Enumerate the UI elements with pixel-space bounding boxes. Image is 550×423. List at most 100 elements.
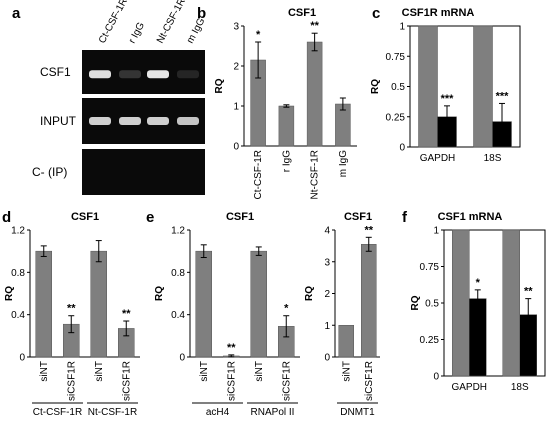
y-axis-label: RQ xyxy=(154,286,165,301)
bar xyxy=(250,250,267,358)
x-group-label: 18S xyxy=(511,382,529,393)
gel-lane-label: Nt-CSF-1R xyxy=(155,0,188,45)
y-tick-label: 1.2 xyxy=(11,226,25,237)
y-tick-label: 3 xyxy=(233,22,239,33)
gel-band xyxy=(89,117,111,125)
y-tick-label: 0.4 xyxy=(11,310,25,321)
significance-marker: *** xyxy=(496,90,510,102)
x-category-label: siNT xyxy=(94,361,105,382)
significance-marker: ** xyxy=(310,20,319,32)
y-tick-label: 0.75 xyxy=(386,52,406,63)
bar xyxy=(469,298,487,377)
chart-title: CSF1 xyxy=(71,211,99,223)
y-tick-label: 1 xyxy=(233,102,239,113)
gel-band xyxy=(147,117,169,125)
x-group-label: Ct-CSF-1R xyxy=(33,407,82,418)
y-tick-label: 0.8 xyxy=(171,268,185,279)
panel-letter-c: c xyxy=(372,5,380,22)
y-tick-label: 0.8 xyxy=(11,268,25,279)
gel-lane-label: Ct-CSF-1R xyxy=(97,0,130,45)
x-group-label: DNMT1 xyxy=(340,407,375,418)
x-category-label: siCSF1R xyxy=(66,361,77,401)
y-tick-label: 0.25 xyxy=(386,112,406,123)
chart-panel-c: CSF1R mRNA RQ 0 0.25 0.5 0.75 1 *** GAPDH *** 18S xyxy=(370,7,521,164)
panel-letter-f: f xyxy=(402,209,408,226)
gel-row-label: CSF1 xyxy=(40,65,71,79)
y-axis-label: RQ xyxy=(370,79,381,94)
y-tick-label: 3 xyxy=(324,257,330,268)
panel-letter-d: d xyxy=(2,209,11,226)
y-tick-label: 0 xyxy=(399,143,405,154)
bar xyxy=(418,25,438,148)
y-tick-label: 0 xyxy=(233,142,239,153)
chart-panel-d: CSF1 RQ 0 0.4 0.8 1.2 siNT ** siCSF1R siNT ** siCSF… xyxy=(4,211,140,418)
chart-title: CSF1 xyxy=(226,211,254,223)
bar xyxy=(278,105,295,147)
y-tick-label: 0 xyxy=(19,353,25,364)
y-tick-label: 0.5 xyxy=(391,82,405,93)
x-category-label: Ct-CSF-1R xyxy=(253,150,264,199)
panel-letter-e: e xyxy=(146,209,154,226)
bar xyxy=(361,244,377,358)
chart-title: CSF1 xyxy=(288,7,316,19)
y-tick-label: 0.25 xyxy=(420,335,440,346)
y-tick-label: 0 xyxy=(179,353,185,364)
y-tick-label: 0.4 xyxy=(171,310,185,321)
x-category-label: m IgG xyxy=(338,150,349,177)
x-category-label: siCSF1R xyxy=(364,361,375,401)
x-category-label: siNT xyxy=(254,361,265,382)
bar xyxy=(35,250,52,358)
x-group-label: GAPDH xyxy=(451,382,487,393)
bar xyxy=(338,325,354,358)
bar xyxy=(306,41,323,147)
bar xyxy=(473,25,493,148)
y-tick-label: 4 xyxy=(324,226,330,237)
x-category-label: Nt-CSF-1R xyxy=(310,150,321,199)
x-category-label: siNT xyxy=(341,361,352,382)
y-tick-label: 0.5 xyxy=(425,299,439,310)
bar xyxy=(452,229,470,377)
bar xyxy=(90,250,107,358)
chart-title: CSF1 mRNA xyxy=(438,211,503,223)
x-category-label: r IgG xyxy=(281,150,292,172)
gel-band xyxy=(177,117,199,125)
gel-row-label: INPUT xyxy=(40,114,77,128)
panel-letter-b: b xyxy=(197,5,206,22)
x-group-label: Nt-CSF-1R xyxy=(88,407,137,418)
y-tick-label: 1 xyxy=(324,321,330,332)
chart-title: CSF1 xyxy=(344,211,372,223)
gel-row-label: C- (IP) xyxy=(32,165,67,179)
gel-band xyxy=(119,70,141,79)
significance-marker: * xyxy=(256,29,261,41)
y-tick-label: 1 xyxy=(433,226,439,237)
chart-panel-f: CSF1 mRNA RQ 0 0.25 0.5 0.75 1 * GAPDH ** 18S xyxy=(410,211,546,393)
x-group-label: RNAPol II xyxy=(251,407,295,418)
y-tick-label: 2 xyxy=(324,289,330,300)
gel-panel: Ct-CSF-1Rr IgG Nt-CSF-1Rm IgG CSF1 INPUT C- … xyxy=(32,0,208,195)
x-group-label: acH4 xyxy=(206,407,230,418)
y-axis-label: RQ xyxy=(304,286,315,301)
significance-marker: ** xyxy=(364,224,373,236)
y-axis-label: RQ xyxy=(410,295,421,310)
y-tick-label: 0.75 xyxy=(420,262,440,273)
significance-marker: ** xyxy=(67,303,76,315)
gel-band xyxy=(119,117,141,125)
chart-panel-b: CSF1 RQ 0 1 2 3 * Ct-CSF-1R r IgG ** Nt-CSF-1R m Ig… xyxy=(214,7,357,199)
x-category-label: siCSF1R xyxy=(121,361,132,401)
y-tick-label: 0 xyxy=(433,372,439,383)
chart-title: CSF1R mRNA xyxy=(402,7,475,19)
gel-band xyxy=(147,70,169,79)
gel-band xyxy=(177,70,199,79)
panel-letter-a: a xyxy=(12,5,21,22)
x-group-label: 18S xyxy=(484,153,502,164)
x-category-label: siNT xyxy=(199,361,210,382)
significance-marker: ** xyxy=(524,286,533,298)
x-group-label: GAPDH xyxy=(420,153,456,164)
x-category-label: siCSF1R xyxy=(281,361,292,401)
x-category-label: siNT xyxy=(39,361,50,382)
y-tick-label: 0 xyxy=(324,353,330,364)
y-axis-label: RQ xyxy=(4,286,15,301)
x-category-label: siCSF1R xyxy=(226,361,237,401)
significance-marker: * xyxy=(476,277,481,289)
